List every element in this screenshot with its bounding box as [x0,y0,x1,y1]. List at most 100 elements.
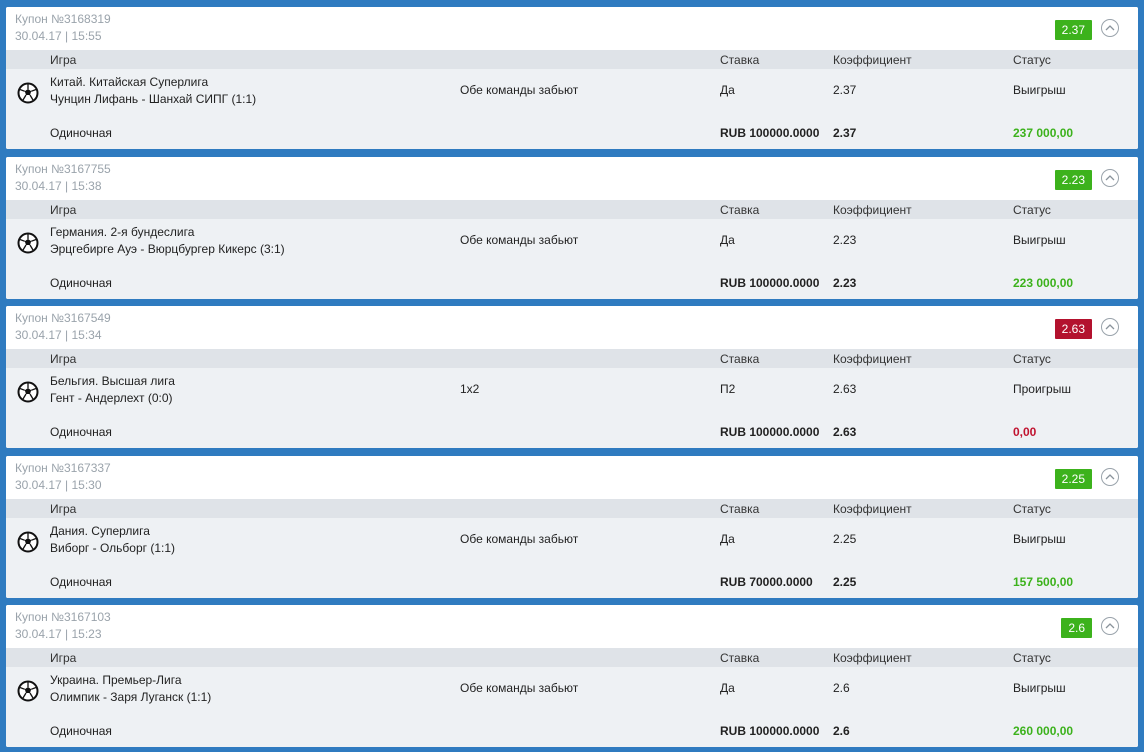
coefficient-value: 2.25 [833,532,857,546]
collapse-toggle-button[interactable] [1101,318,1119,336]
match-name: Эрцгебирге Ауэ - Вюрцбургер Кикерс (3:1) [50,242,285,256]
column-header-row: Игра Ставка Коэффициент Статус [6,349,1138,368]
bet-row: Германия. 2-я бундеслига Эрцгебирге Ауэ … [6,219,1138,267]
coefficient-badge: 2.37 [1054,20,1092,40]
column-header-status: Статус [1013,651,1051,665]
bet-summary-row: Одиночная RUB 100000.0000 2.63 0,00 [6,416,1138,448]
soccer-ball-icon [17,232,39,254]
match-name: Виборг - Ольборг (1:1) [50,541,176,555]
coupon-number: Купон №3168319 [15,12,111,26]
bet-row: Бельгия. Высшая лига Гент - Андерлехт (0… [6,368,1138,416]
pick-value: Да [720,532,735,546]
league-name: Китай. Китайская Суперлига [50,75,209,89]
payout-amount: 157 500,00 [1013,575,1074,589]
bet-summary-row: Одиночная RUB 100000.0000 2.6 260 000,00 [6,715,1138,747]
chevron-up-icon [1105,474,1115,480]
market-name: 1x2 [460,382,480,396]
bet-type: Одиночная [50,276,112,290]
total-coefficient: 2.6 [833,724,850,738]
match-name: Олимпик - Заря Луганск (1:1) [50,690,212,704]
payout-amount: 0,00 [1013,425,1037,439]
column-header-row: Игра Ставка Коэффициент Статус [6,648,1138,667]
soccer-ball-icon [17,82,39,104]
coupon-header: Купон №3168319 30.04.17 | 15:55 2.37 [6,7,1138,50]
column-header-stake: Ставка [720,352,760,366]
status-value: Выигрыш [1013,681,1066,695]
total-coefficient: 2.23 [833,276,857,290]
coefficient-badge: 2.63 [1054,319,1092,339]
column-header-stake: Ставка [720,651,760,665]
coupon-header: Купон №3167549 30.04.17 | 15:34 2.63 [6,306,1138,349]
coupon-datetime: 30.04.17 | 15:38 [15,179,102,193]
column-header-coefficient: Коэффициент [833,651,912,665]
stake-amount: RUB 100000.0000 [720,425,820,439]
column-header-game: Игра [50,352,77,366]
coupon-header: Купон №3167337 30.04.17 | 15:30 2.25 [6,456,1138,499]
coefficient-badge: 2.25 [1054,469,1092,489]
column-header-status: Статус [1013,53,1051,67]
soccer-ball-icon [17,381,39,403]
coupon-number: Купон №3167337 [15,461,111,475]
coupon-number: Купон №3167103 [15,610,111,624]
column-header-status: Статус [1013,502,1051,516]
chevron-up-icon [1105,324,1115,330]
chevron-up-icon [1105,25,1115,31]
column-header-game: Игра [50,651,77,665]
soccer-ball-icon [17,531,39,553]
total-coefficient: 2.63 [833,425,857,439]
status-value: Проигрыш [1013,382,1071,396]
column-header-stake: Ставка [720,53,760,67]
column-header-row: Игра Ставка Коэффициент Статус [6,200,1138,219]
column-header-stake: Ставка [720,502,760,516]
stake-amount: RUB 100000.0000 [720,724,820,738]
coefficient-badge: 2.23 [1054,170,1092,190]
collapse-toggle-button[interactable] [1101,468,1119,486]
column-header-coefficient: Коэффициент [833,203,912,217]
market-name: Обе команды забьют [460,83,579,97]
coupon-card: Купон №3167337 30.04.17 | 15:30 2.25 Игр… [6,456,1138,598]
collapse-toggle-button[interactable] [1101,617,1119,635]
payout-amount: 223 000,00 [1013,276,1074,290]
pick-value: Да [720,83,735,97]
match-name: Чунцин Лифань - Шанхай СИПГ (1:1) [50,92,257,106]
column-header-game: Игра [50,53,77,67]
collapse-toggle-button[interactable] [1101,169,1119,187]
coefficient-value: 2.6 [833,681,850,695]
stake-amount: RUB 100000.0000 [720,126,820,140]
column-header-coefficient: Коэффициент [833,53,912,67]
bet-summary-row: Одиночная RUB 100000.0000 2.37 237 000,0… [6,117,1138,149]
column-header-game: Игра [50,203,77,217]
match-name: Гент - Андерлехт (0:0) [50,391,173,405]
column-header-row: Игра Ставка Коэффициент Статус [6,499,1138,518]
coupon-card: Купон №3167103 30.04.17 | 15:23 2.6 Игра… [6,605,1138,747]
coupon-datetime: 30.04.17 | 15:23 [15,627,102,641]
status-value: Выигрыш [1013,233,1066,247]
bet-row: Дания. Суперлига Виборг - Ольборг (1:1) … [6,518,1138,566]
chevron-up-icon [1105,175,1115,181]
bet-summary-row: Одиночная RUB 100000.0000 2.23 223 000,0… [6,267,1138,299]
status-value: Выигрыш [1013,532,1066,546]
column-header-game: Игра [50,502,77,516]
coupon-datetime: 30.04.17 | 15:55 [15,29,102,43]
coefficient-badge: 2.6 [1061,618,1092,638]
pick-value: Да [720,233,735,247]
coefficient-value: 2.37 [833,83,857,97]
column-header-coefficient: Коэффициент [833,352,912,366]
collapse-toggle-button[interactable] [1101,19,1119,37]
coupon-number: Купон №3167549 [15,311,111,325]
coupon-card: Купон №3167549 30.04.17 | 15:34 2.63 Игр… [6,306,1138,448]
coupon-datetime: 30.04.17 | 15:30 [15,478,102,492]
league-name: Дания. Суперлига [50,524,150,538]
status-value: Выигрыш [1013,83,1066,97]
coupon-card: Купон №3167755 30.04.17 | 15:38 2.23 Игр… [6,157,1138,299]
coupon-header: Купон №3167103 30.04.17 | 15:23 2.6 [6,605,1138,648]
coupon-header: Купон №3167755 30.04.17 | 15:38 2.23 [6,157,1138,200]
bet-row: Китай. Китайская Суперлига Чунцин Лифань… [6,69,1138,117]
total-coefficient: 2.37 [833,126,857,140]
column-header-status: Статус [1013,203,1051,217]
stake-amount: RUB 70000.0000 [720,575,813,589]
column-header-stake: Ставка [720,203,760,217]
payout-amount: 260 000,00 [1013,724,1074,738]
market-name: Обе команды забьют [460,681,579,695]
payout-amount: 237 000,00 [1013,126,1074,140]
